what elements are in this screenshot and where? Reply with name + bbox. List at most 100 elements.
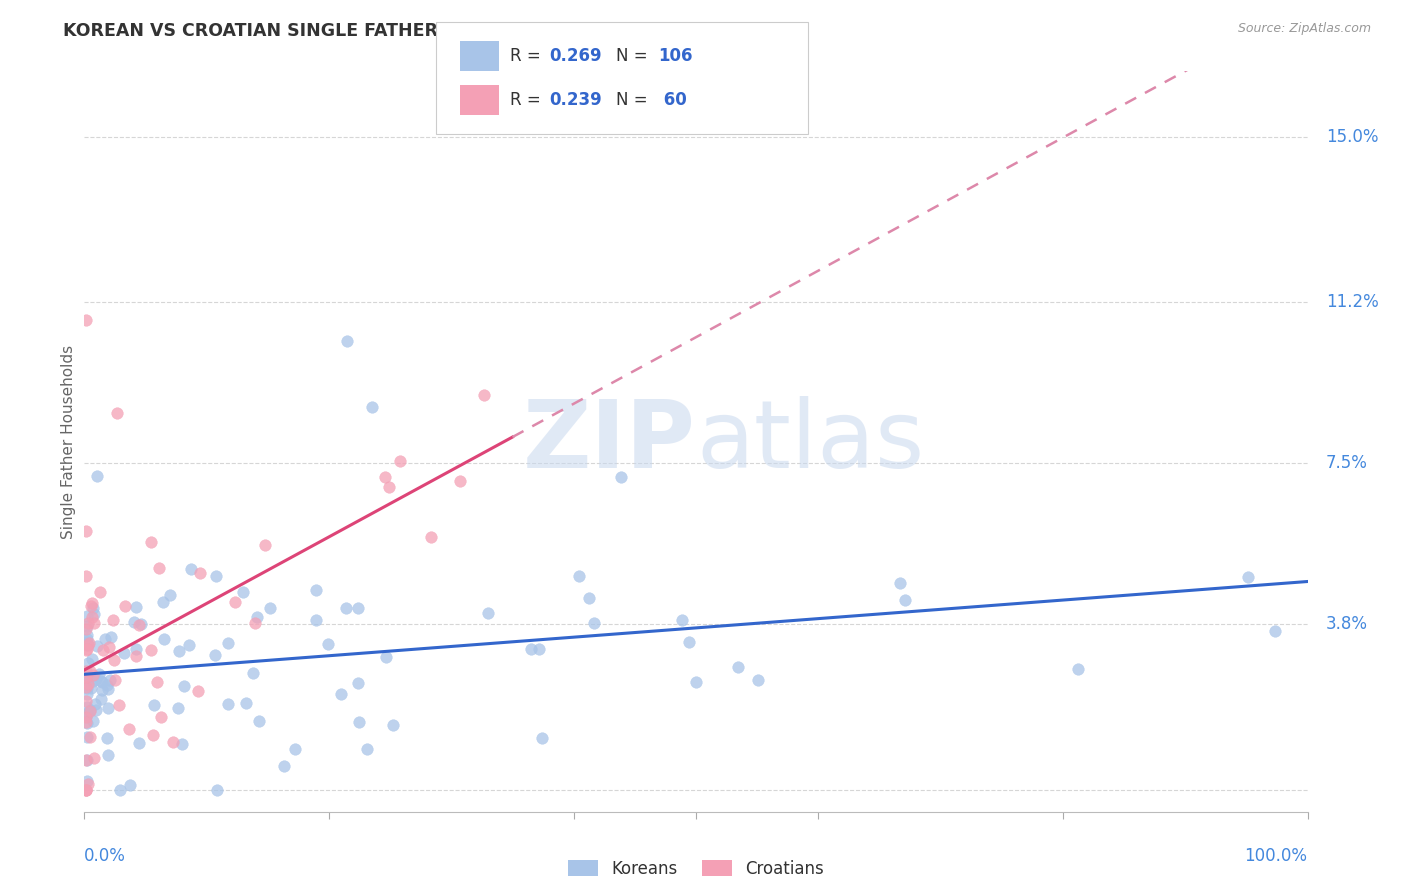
Point (76, 777, 98, 791)
Point (167, 644, 190, 658)
Point (83, 751, 105, 765)
Point (118, 722, 141, 736)
Point (110, 783, 132, 797)
Point (529, 642, 551, 657)
Point (142, 728, 165, 742)
Point (217, 636, 239, 650)
Point (336, 334, 359, 349)
Point (120, 778, 142, 792)
Text: 0.269: 0.269 (550, 47, 602, 65)
Point (75, 694, 97, 708)
Point (79, 703, 101, 717)
Point (76, 609, 98, 624)
Point (77, 615, 100, 630)
Point (77, 670, 100, 684)
Point (77, 636, 100, 650)
Point (894, 592, 917, 607)
Point (125, 599, 148, 614)
Point (83, 615, 105, 630)
Text: N =: N = (616, 47, 652, 65)
Point (91, 642, 114, 657)
Point (84, 698, 107, 712)
Point (180, 561, 202, 575)
Point (578, 591, 600, 605)
Point (76, 628, 98, 642)
Point (80, 599, 103, 614)
Point (76, 687, 98, 701)
Point (170, 737, 193, 751)
Point (75, 710, 97, 724)
Point (79, 664, 101, 678)
Point (205, 568, 228, 582)
Point (125, 649, 148, 664)
Point (224, 595, 246, 609)
Point (97, 748, 120, 763)
Text: 106: 106 (658, 47, 693, 65)
Point (361, 400, 384, 414)
Point (259, 601, 281, 615)
Point (727, 660, 749, 674)
Point (188, 566, 211, 580)
Point (217, 698, 239, 712)
Point (76, 632, 98, 647)
Point (472, 387, 495, 401)
Point (86, 639, 108, 653)
Text: 0.0%: 0.0% (84, 847, 127, 864)
Point (253, 538, 276, 552)
Point (76, 641, 98, 656)
Point (356, 742, 378, 756)
Point (75, 524, 97, 538)
Point (76, 715, 98, 730)
Point (128, 736, 150, 750)
Point (519, 642, 541, 657)
Point (75, 783, 97, 797)
Text: 15.0%: 15.0% (1326, 128, 1378, 145)
Point (76, 639, 98, 653)
Point (76, 673, 98, 687)
Point (75, 569, 97, 583)
Point (148, 560, 170, 574)
Point (678, 635, 700, 649)
Point (125, 641, 148, 656)
Point (97, 681, 120, 696)
Point (76, 618, 98, 632)
Point (107, 698, 129, 712)
Text: atlas: atlas (696, 395, 924, 488)
Point (86, 702, 108, 716)
Point (316, 637, 339, 651)
Point (76, 706, 98, 720)
Point (76, 731, 98, 745)
Point (75, 714, 97, 729)
Point (96, 731, 118, 746)
Point (153, 632, 176, 646)
Point (305, 613, 328, 627)
Point (79, 730, 101, 744)
Point (82, 668, 104, 682)
Point (128, 617, 150, 632)
Text: 60: 60 (658, 91, 686, 109)
Point (82, 714, 104, 729)
Point (83, 607, 105, 621)
Text: 3.8%: 3.8% (1326, 615, 1368, 633)
Point (139, 643, 162, 657)
Point (173, 679, 195, 693)
Point (75, 783, 97, 797)
Point (177, 638, 200, 652)
Point (86, 672, 108, 686)
Point (374, 469, 396, 483)
Text: 11.2%: 11.2% (1326, 293, 1379, 311)
Point (75, 643, 97, 657)
Point (105, 406, 128, 420)
Point (104, 673, 127, 687)
Point (374, 650, 396, 665)
Point (114, 599, 136, 613)
Point (186, 683, 208, 698)
Point (75, 664, 97, 678)
Point (152, 595, 174, 609)
Text: 100.0%: 100.0% (1244, 847, 1308, 864)
Point (76, 681, 98, 696)
Point (477, 607, 499, 621)
Point (273, 758, 295, 772)
Point (100, 630, 122, 644)
Point (87, 667, 110, 681)
